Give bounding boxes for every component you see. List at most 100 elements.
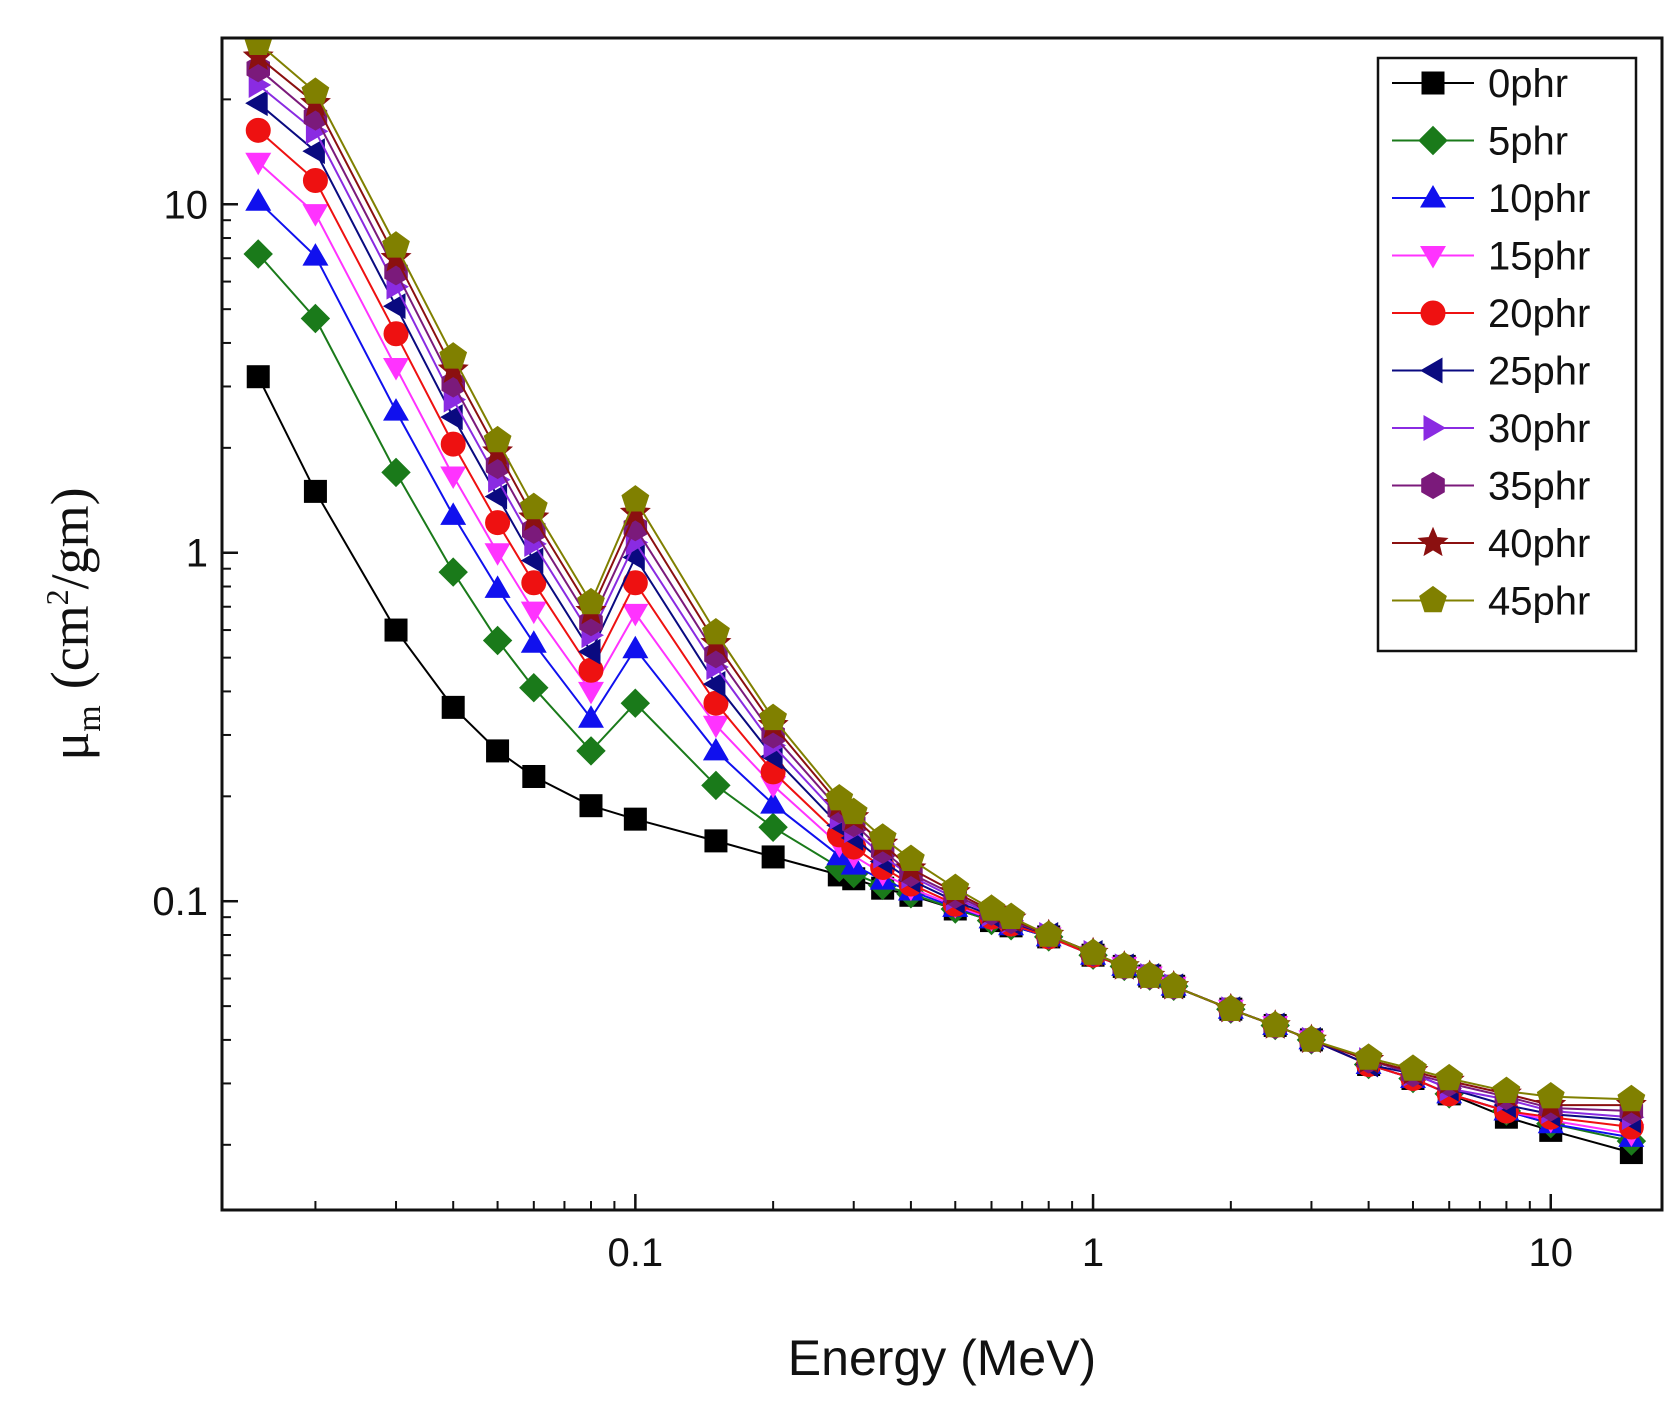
y-axis-unit-suffix: /gm) <box>40 487 100 589</box>
data-point-15phr-8 <box>702 715 729 739</box>
data-point-0phr-3 <box>441 695 465 719</box>
data-point-45phr-17 <box>1034 920 1063 947</box>
data-point-45phr-9 <box>759 703 787 731</box>
data-point-5phr-1 <box>300 303 331 334</box>
data-point-20phr-5 <box>521 570 547 596</box>
data-point-15phr-2 <box>383 358 409 381</box>
data-point-45phr-24 <box>1297 1025 1326 1052</box>
data-point-0phr-2 <box>384 618 408 642</box>
data-point-25phr-8 <box>702 671 726 698</box>
data-point-45phr-27 <box>1435 1063 1464 1091</box>
data-point-10phr-8 <box>702 737 729 761</box>
data-point-25phr-1 <box>302 138 325 165</box>
data-point-15phr-3 <box>440 466 467 490</box>
legend: 0phr 5phr 10phr 15phr 20phr 25phr 30phr 35phr 40… <box>1376 56 1638 653</box>
data-point-45phr-21 <box>1159 971 1188 999</box>
data-point-0phr-0 <box>246 365 270 389</box>
y-tick-label-2: 10 <box>164 183 209 227</box>
data-point-45phr-2 <box>382 231 410 258</box>
data-point-45phr-1 <box>301 77 330 104</box>
data-point-45phr-4 <box>483 425 512 453</box>
data-point-20phr-4 <box>485 510 511 536</box>
data-point-5phr-7 <box>620 688 651 718</box>
y-tick-label-1: 1 <box>186 532 208 576</box>
legend-marker-40phr <box>1417 526 1449 557</box>
data-point-10phr-4 <box>484 575 511 598</box>
data-point-10phr-3 <box>440 502 467 525</box>
legend-marker-0phr <box>1421 71 1445 95</box>
data-point-45phr-30 <box>1617 1084 1646 1112</box>
data-point-45phr-3 <box>439 342 468 369</box>
data-point-45phr-12 <box>868 823 897 850</box>
data-point-45phr-26 <box>1399 1054 1427 1081</box>
data-point-45phr-16 <box>997 902 1025 929</box>
legend-label-15phr: 15phr <box>1488 235 1590 279</box>
data-point-20phr-3 <box>440 431 466 457</box>
legend-item-10phr: 10phr <box>1392 177 1590 221</box>
x-tick-label-1: 1 <box>1082 1231 1104 1275</box>
data-point-45phr-25 <box>1354 1043 1383 1070</box>
data-point-45phr-23 <box>1261 1010 1290 1038</box>
data-point-15phr-0 <box>245 152 272 176</box>
data-point-15phr-6 <box>578 681 604 705</box>
legend-marker-25phr <box>1419 357 1443 384</box>
data-point-0phr-1 <box>303 479 327 503</box>
data-point-25phr-6 <box>577 638 601 665</box>
data-point-10phr-9 <box>760 791 787 814</box>
data-point-0phr-7 <box>623 807 647 831</box>
data-point-5phr-9 <box>758 812 788 843</box>
x-tick-label-0: 0.1 <box>608 1231 664 1275</box>
legend-item-25phr: 25phr <box>1392 350 1590 394</box>
legend-item-35phr: 35phr <box>1392 465 1590 509</box>
data-point-45phr-28 <box>1492 1076 1521 1103</box>
legend-label-20phr: 20phr <box>1488 292 1590 336</box>
data-point-45phr-13 <box>897 844 925 871</box>
data-point-15phr-7 <box>622 603 649 627</box>
data-point-45phr-5 <box>519 492 548 520</box>
y-tick-label-0: 0.1 <box>152 880 208 924</box>
data-point-10phr-6 <box>578 705 604 728</box>
data-point-20phr-2 <box>383 321 409 347</box>
data-point-25phr-0 <box>245 90 268 117</box>
legend-box <box>1376 56 1638 653</box>
data-point-15phr-1 <box>302 204 329 227</box>
legend-marker-30phr <box>1423 415 1447 441</box>
data-point-45phr-14 <box>941 873 970 900</box>
data-point-45phr-19 <box>1110 951 1139 979</box>
legend-item-15phr: 15phr <box>1392 235 1590 279</box>
y-axis-symbol: μ <box>40 732 100 761</box>
data-point-5phr-8 <box>701 770 731 801</box>
data-point-0phr-6 <box>579 794 603 818</box>
data-point-0phr-4 <box>486 739 510 763</box>
legend-label-35phr: 35phr <box>1488 465 1590 509</box>
data-point-15phr-4 <box>484 543 511 566</box>
x-axis-title: Energy (MeV) <box>788 1330 1096 1386</box>
data-point-10phr-7 <box>622 635 649 659</box>
data-point-45phr-29 <box>1536 1081 1565 1109</box>
legend-label-45phr: 45phr <box>1488 580 1590 624</box>
series-45phr <box>244 38 1646 1112</box>
x-tick-label-2: 10 <box>1529 1231 1574 1275</box>
data-point-20phr-0 <box>245 117 271 143</box>
data-point-45phr-20 <box>1135 961 1164 988</box>
legend-marker-10phr <box>1420 184 1446 208</box>
legend-item-20phr: 20phr <box>1392 292 1590 336</box>
legend-item-45phr: 45phr <box>1392 580 1590 624</box>
data-point-5phr-4 <box>482 625 513 656</box>
legend-items: 0phr 5phr 10phr 15phr 20phr 25phr 30phr 35phr 40… <box>1392 62 1590 624</box>
legend-marker-5phr <box>1418 125 1448 156</box>
y-axis-unit-prefix: (cm <box>40 605 100 689</box>
data-point-45phr-8 <box>702 617 730 645</box>
legend-marker-45phr <box>1419 585 1447 613</box>
data-point-10phr-1 <box>302 243 329 266</box>
data-point-0phr-5 <box>522 764 546 788</box>
data-point-10phr-5 <box>520 630 547 653</box>
tick-layer: 0.1 1 10 0.1 1 10 <box>152 37 1574 1275</box>
data-point-45phr-7 <box>621 485 650 512</box>
data-point-45phr-0 <box>244 38 273 55</box>
legend-item-40phr: 40phr <box>1392 522 1590 566</box>
legend-label-0phr: 0phr <box>1488 62 1568 106</box>
data-point-5phr-5 <box>519 672 549 703</box>
legend-marker-15phr <box>1420 246 1446 269</box>
